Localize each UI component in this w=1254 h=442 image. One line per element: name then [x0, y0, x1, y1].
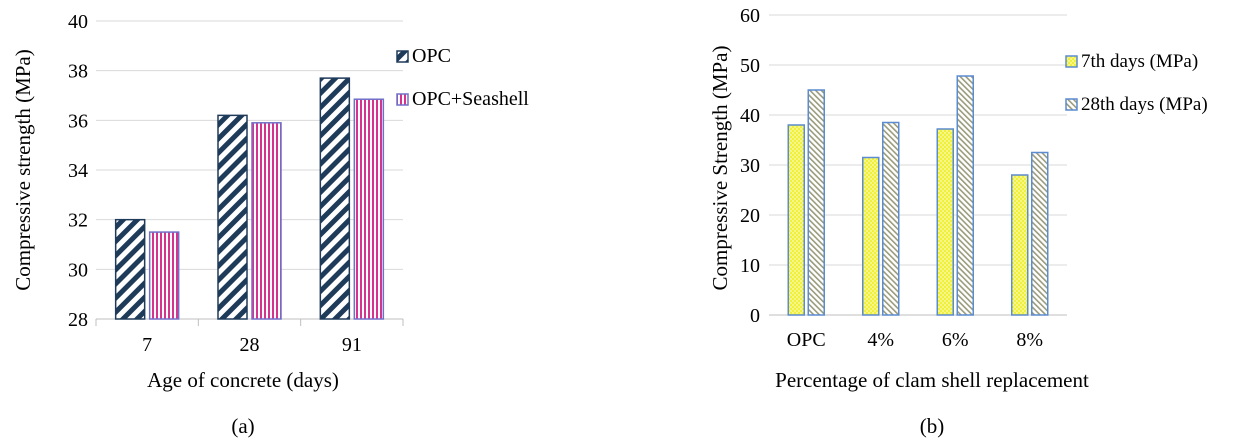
bar-series1 [936, 128, 954, 316]
chart-panel-b: 0 10 20 30 40 50 60 OPC 4% 6% 8% Percentage of cla… [708, 5, 1208, 438]
x-tick-label: 7 [142, 334, 152, 356]
y-tick-label: 0 [750, 305, 760, 327]
chart-panel-a: 28 30 32 34 36 38 40 7 28 91 Age of concrete (day… [11, 11, 529, 438]
bar-series1 [217, 114, 248, 320]
y-tick-label: 34 [68, 160, 88, 182]
x-tick-label: OPC [787, 329, 826, 351]
y-tick-label: 50 [740, 55, 760, 77]
legend-swatch [1065, 55, 1078, 68]
bars [114, 77, 385, 320]
legend-label: OPC+Seashell [412, 88, 529, 110]
y-tick-label: 40 [740, 105, 760, 127]
legend-swatch [1065, 98, 1078, 111]
y-tick-label: 20 [740, 205, 760, 227]
legend: 7th days (MPa) 28th days (MPa) [1065, 51, 1208, 115]
y-tick-label: 40 [68, 11, 88, 33]
legend-label: 7th days (MPa) [1081, 51, 1198, 72]
axes [95, 318, 404, 326]
bar-series2 [807, 89, 825, 316]
y-axis-label: Compressive Strength (MPa) [708, 46, 732, 291]
y-tick-label: 36 [68, 110, 88, 132]
bar-series1 [787, 124, 805, 316]
y-tick-label: 60 [740, 5, 760, 27]
bar-series2 [882, 121, 900, 316]
legend-swatch [396, 93, 409, 106]
y-tick-label: 30 [68, 259, 88, 281]
legend-swatch [396, 50, 409, 63]
bar-series2 [956, 75, 974, 316]
panel-label-b: (b) [920, 414, 945, 438]
y-tick-label: 10 [740, 255, 760, 277]
x-tick-label: 4% [867, 329, 894, 351]
x-axis-label: Age of concrete (days) [147, 368, 339, 392]
bar-series1 [1011, 174, 1029, 316]
bar-series2 [251, 122, 282, 320]
tick-labels: 28 30 32 34 36 38 40 7 28 91 [68, 11, 362, 356]
x-tick-label: 8% [1016, 329, 1043, 351]
legend-label: 28th days (MPa) [1081, 94, 1208, 115]
y-tick-label: 32 [68, 210, 88, 232]
legend: OPC OPC+Seashell [396, 45, 529, 110]
x-tick-label: 91 [342, 334, 362, 356]
bar-series1 [862, 156, 880, 316]
y-axis-label: Compressive strength (MPa) [11, 49, 35, 290]
legend-label: OPC [412, 45, 451, 67]
bar-series1 [114, 218, 146, 320]
bar-series2 [148, 231, 180, 320]
y-tick-label: 28 [68, 309, 88, 331]
gridlines [96, 20, 403, 270]
bar-series2 [353, 98, 385, 320]
tick-labels: 0 10 20 30 40 50 60 OPC 4% 6% 8% [740, 5, 1043, 351]
y-tick-label: 38 [68, 61, 88, 83]
bar-series1 [319, 77, 351, 320]
x-tick-label: 6% [942, 329, 969, 351]
bar-series2 [1031, 151, 1049, 316]
x-tick-label: 28 [240, 334, 260, 356]
y-tick-label: 30 [740, 155, 760, 177]
x-axis-label: Percentage of clam shell replacement [775, 368, 1089, 392]
panel-label-a: (a) [231, 414, 254, 438]
bars [787, 75, 1049, 316]
